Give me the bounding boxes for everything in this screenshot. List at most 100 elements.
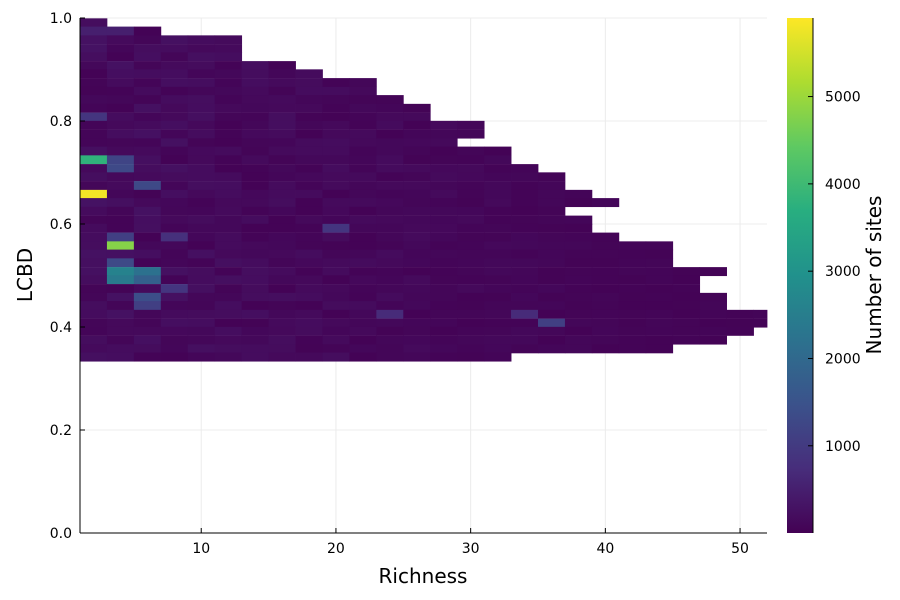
heatmap-cell <box>268 215 296 225</box>
heatmap-cell <box>403 129 431 139</box>
heatmap-cell <box>160 112 189 122</box>
heatmap-cell <box>80 223 108 233</box>
heatmap-cell <box>241 112 269 122</box>
heatmap-cell <box>403 267 431 277</box>
heatmap-cell <box>160 35 189 45</box>
heatmap-cell <box>133 120 162 130</box>
heatmap-cell <box>430 198 458 208</box>
heatmap-cell <box>160 189 189 199</box>
heatmap-cell <box>349 95 377 105</box>
heatmap-cell <box>349 155 377 165</box>
heatmap-cell <box>484 258 512 268</box>
heatmap-cell <box>376 232 404 242</box>
heatmap-cell <box>295 103 323 113</box>
heatmap-cell <box>295 292 323 302</box>
heatmap-cell <box>672 292 701 302</box>
y-tick-label: 0.8 <box>50 114 72 130</box>
heatmap-cell <box>133 206 162 216</box>
heatmap-cell <box>591 284 620 294</box>
heatmap-cell <box>349 138 377 148</box>
heatmap-cell <box>430 292 458 302</box>
heatmap-cell <box>645 318 674 328</box>
heatmap-cell <box>268 241 296 251</box>
heatmap-cell <box>214 164 243 174</box>
heatmap-cell <box>133 44 162 54</box>
heatmap-cell <box>160 155 189 165</box>
heatmap-cell <box>672 318 701 328</box>
heatmap-cell <box>322 103 350 113</box>
heatmap-cell <box>241 164 269 174</box>
heatmap-cell <box>80 326 108 336</box>
heatmap-cell <box>591 309 620 319</box>
heatmap-cell <box>106 52 135 62</box>
heatmap-cell <box>214 275 243 285</box>
heatmap-cell <box>672 301 701 311</box>
heatmap-cell <box>430 309 458 319</box>
heatmap-cell <box>295 326 323 336</box>
heatmap-cell <box>187 232 216 242</box>
heatmap-cell <box>268 292 296 302</box>
heatmap-cell <box>268 301 296 311</box>
heatmap-cell <box>618 309 647 319</box>
heatmap-cell <box>214 223 243 233</box>
heatmap-cell <box>295 86 323 96</box>
heatmap-cell <box>645 267 674 277</box>
heatmap-cell <box>133 35 162 45</box>
heatmap-cell <box>484 344 512 354</box>
heatmap-cell <box>511 318 539 328</box>
heatmap-cell <box>349 181 377 191</box>
heatmap-cell <box>538 275 566 285</box>
heatmap-cell <box>672 284 701 294</box>
heatmap-cell <box>160 249 189 259</box>
heatmap-cell <box>133 69 162 79</box>
heatmap-cell <box>322 189 350 199</box>
heatmap-cell <box>80 249 108 259</box>
heatmap-cell <box>591 292 620 302</box>
heatmap-cell <box>295 69 323 79</box>
heatmap-cell <box>538 241 566 251</box>
heatmap-cell <box>214 232 243 242</box>
heatmap-cell <box>133 215 162 225</box>
heatmap-cell <box>618 284 647 294</box>
y-ticks: 0.0 0.2 0.4 0.6 0.8 1.0 <box>50 11 85 542</box>
heatmap-cell <box>268 86 296 96</box>
heatmap-cell <box>106 326 135 336</box>
heatmap-cell <box>538 215 566 225</box>
heatmap-cell <box>133 198 162 208</box>
heatmap-cell <box>403 249 431 259</box>
heatmap-cell <box>403 181 431 191</box>
heatmap-cell <box>214 335 243 345</box>
heatmap-cell <box>268 232 296 242</box>
heatmap-cell <box>80 86 108 96</box>
heatmap-cell <box>484 284 512 294</box>
heatmap-cell <box>214 206 243 216</box>
heatmap-cell <box>106 223 135 233</box>
heatmap-cell <box>187 344 216 354</box>
heatmap-cell <box>214 318 243 328</box>
heatmap-cell <box>349 146 377 156</box>
heatmap-cell <box>268 344 296 354</box>
heatmap-cell <box>160 344 189 354</box>
colorbar-title: Number of sites <box>862 196 886 355</box>
heatmap-cell <box>484 223 512 233</box>
heatmap-cell <box>80 215 108 225</box>
heatmap-cell <box>160 352 189 362</box>
heatmap-cell <box>322 181 350 191</box>
heatmap-cell <box>349 318 377 328</box>
heatmap-cell <box>349 232 377 242</box>
heatmap-cell <box>376 275 404 285</box>
heatmap-cell <box>511 249 539 259</box>
heatmap-cell <box>322 335 350 345</box>
heatmap-cell <box>376 112 404 122</box>
heatmap-cell <box>699 292 727 302</box>
heatmap-cell <box>511 301 539 311</box>
y-tick-label: 0.6 <box>50 217 72 233</box>
heatmap-cell <box>591 326 620 336</box>
heatmap-cell <box>376 223 404 233</box>
heatmap-cell <box>214 198 243 208</box>
heatmap-cell <box>403 215 431 225</box>
heatmap-cell <box>349 189 377 199</box>
heatmap-cell <box>564 309 593 319</box>
heatmap-cell <box>80 95 108 105</box>
heatmap-cell <box>268 284 296 294</box>
